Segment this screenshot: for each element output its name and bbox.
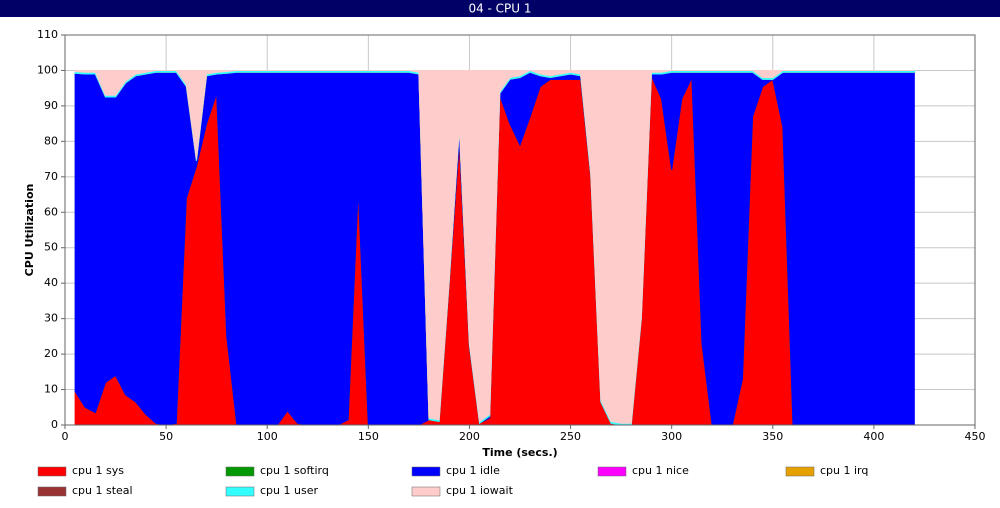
x-tick-label: 100	[257, 430, 278, 443]
y-tick-label: 20	[44, 347, 58, 360]
legend-swatch	[411, 486, 441, 497]
y-tick-label: 80	[44, 134, 58, 147]
legend-swatch	[225, 486, 255, 497]
legend-label: cpu 1 steal	[72, 484, 133, 497]
legend-label: cpu 1 nice	[632, 464, 689, 477]
window-title: 04 - CPU 1	[468, 2, 531, 16]
x-tick-label: 250	[560, 430, 581, 443]
x-tick-label: 350	[762, 430, 783, 443]
x-axis-label: Time (secs.)	[482, 446, 557, 459]
y-tick-label: 10	[44, 383, 58, 396]
y-tick-label: 30	[44, 312, 58, 325]
legend-swatch	[37, 466, 67, 477]
y-tick-label: 100	[37, 63, 58, 76]
legend-swatch	[411, 466, 441, 477]
y-tick-label: 90	[44, 99, 58, 112]
title-bar-bg	[0, 0, 1000, 17]
y-tick-label: 50	[44, 241, 58, 254]
legend-swatch	[785, 466, 815, 477]
y-axis-label: CPU Utilization	[23, 184, 36, 277]
legend-label: cpu 1 idle	[446, 464, 500, 477]
legend-label: cpu 1 softirq	[260, 464, 329, 477]
plot-border	[64, 34, 976, 426]
y-tick-label: 110	[37, 28, 58, 41]
legend-label: cpu 1 iowait	[446, 484, 514, 497]
x-tick-label: 200	[459, 430, 480, 443]
title-bar: 04 - CPU 1	[0, 0, 1000, 17]
legend-label: cpu 1 irq	[820, 464, 868, 477]
x-tick-label: 50	[159, 430, 173, 443]
x-tick-label: 150	[358, 430, 379, 443]
x-tick-label: 450	[965, 430, 986, 443]
y-tick-label: 40	[44, 276, 58, 289]
legend-label: cpu 1 user	[260, 484, 318, 497]
y-tick-label: 70	[44, 170, 58, 183]
x-tick-label: 300	[661, 430, 682, 443]
x-tick-label: 400	[863, 430, 884, 443]
legend-swatch	[225, 466, 255, 477]
legend-label: cpu 1 sys	[72, 464, 124, 477]
y-tick-label: 60	[44, 205, 58, 218]
area	[74, 69, 915, 424]
legend-swatch	[597, 466, 627, 477]
y-tick-label: 0	[51, 418, 58, 431]
x-tick-label: 0	[62, 430, 69, 443]
legend-swatch	[37, 486, 67, 497]
